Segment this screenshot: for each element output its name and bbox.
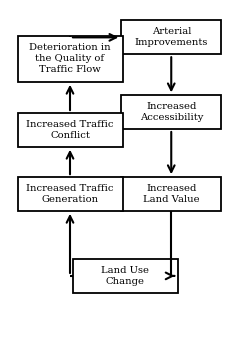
Text: Increased
Land Value: Increased Land Value [143,184,200,204]
Text: Increased Traffic
Conflict: Increased Traffic Conflict [26,120,114,140]
FancyBboxPatch shape [121,95,221,129]
FancyBboxPatch shape [18,36,122,82]
FancyBboxPatch shape [72,259,178,293]
Text: Increased
Accessibility: Increased Accessibility [140,102,203,122]
Text: Land Use
Change: Land Use Change [101,266,149,286]
Text: Arterial
Improvements: Arterial Improvements [134,27,208,47]
FancyBboxPatch shape [18,177,122,211]
Text: Increased Traffic
Generation: Increased Traffic Generation [26,184,114,204]
FancyBboxPatch shape [121,20,221,54]
FancyBboxPatch shape [18,113,122,147]
Text: Deterioration in
the Quality of
Traffic Flow: Deterioration in the Quality of Traffic … [29,43,111,74]
FancyBboxPatch shape [121,177,221,211]
